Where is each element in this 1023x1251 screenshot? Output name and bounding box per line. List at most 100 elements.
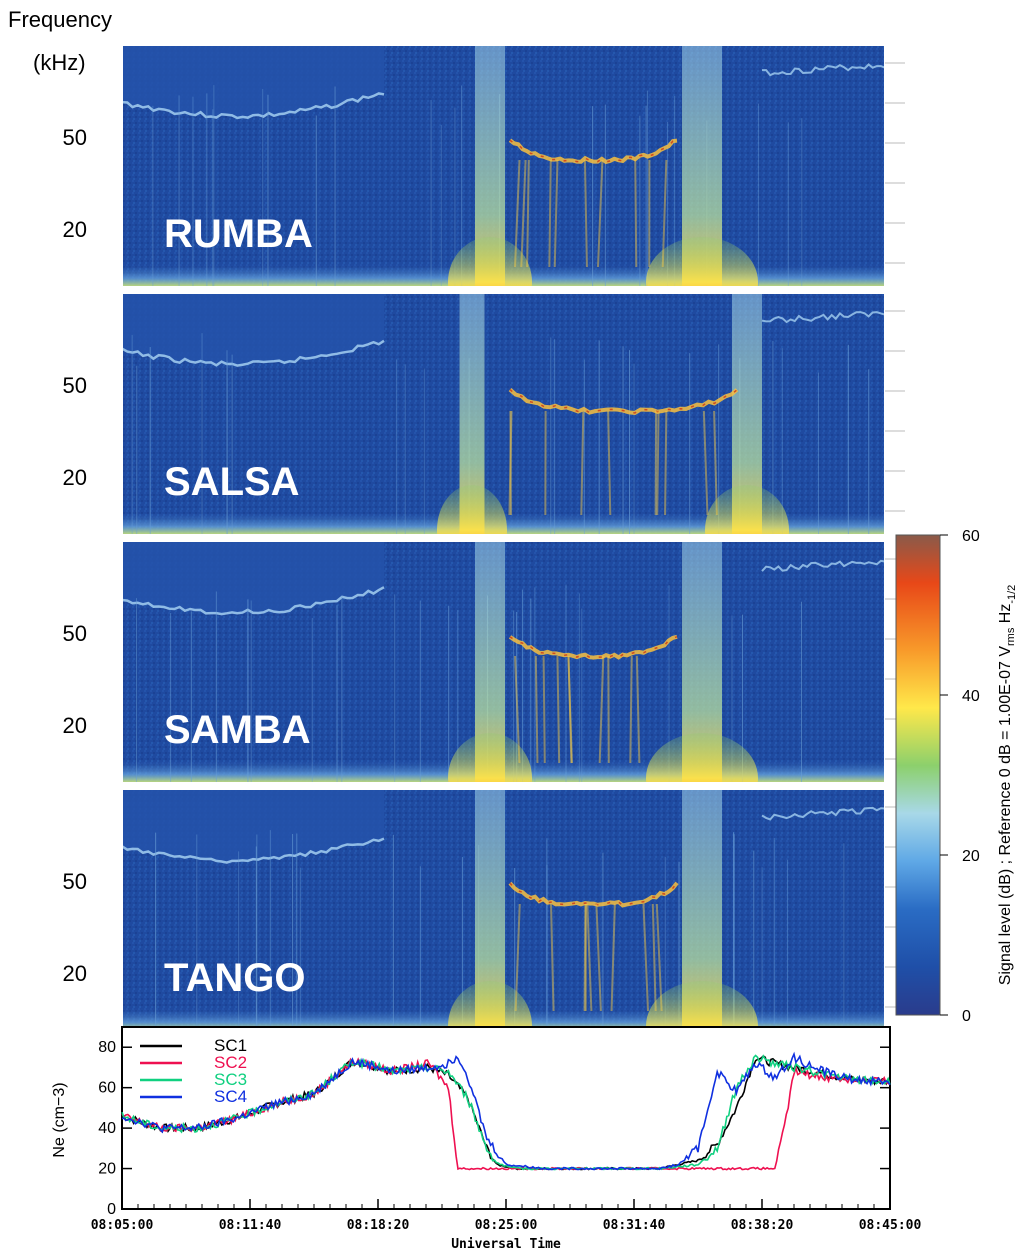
cavity-streak — [635, 655, 641, 764]
burst-base — [705, 485, 789, 535]
spectrogram-panels: 50 20 RUMBA 50 20 SALSA 50 20 SAMBA 50 20 TANGO — [63, 44, 905, 1032]
plasma-line-dots — [509, 388, 738, 414]
y-tick-label: 20 — [63, 217, 87, 242]
cavity-streak — [508, 410, 513, 516]
legend-label-sc4: SC4 — [214, 1087, 247, 1106]
colorbar-tick-label: 0 — [962, 1008, 971, 1025]
spacecraft-name: SALSA — [164, 460, 300, 504]
boundary-line — [122, 92, 385, 120]
ne-series-sc4 — [121, 1051, 891, 1171]
boundary-line-right — [761, 63, 885, 77]
spectrogram-panel-samba: 50 20 SAMBA — [63, 540, 905, 784]
cavity-streak — [586, 903, 593, 1012]
ne-series-sc3 — [121, 1054, 891, 1171]
ne-x-tick-label: 08:11:40 — [219, 1218, 282, 1233]
cavity-streak — [713, 410, 718, 516]
upper-region — [122, 789, 384, 863]
panel-frame — [121, 540, 886, 784]
burst-base — [646, 237, 758, 287]
y-tick-label: 50 — [63, 869, 87, 894]
cavity-streak — [596, 159, 604, 268]
cavity-streak — [534, 655, 539, 764]
cavity-streak — [553, 159, 559, 268]
boundary-line — [122, 339, 385, 367]
boundary-line-right — [761, 311, 885, 324]
ne-y-tick-label: 60 — [98, 1080, 116, 1097]
freq-axis-title: Frequency — [8, 7, 112, 32]
panel-content — [122, 789, 885, 1031]
cavity-streak — [567, 655, 573, 764]
ne-x-tick-label: 08:25:00 — [475, 1218, 538, 1233]
cavity-streak — [509, 410, 512, 516]
spacecraft-name: RUMBA — [164, 212, 313, 256]
cavity-streak — [514, 903, 521, 1012]
cavity-streak — [629, 655, 633, 764]
colorbar-tick-label: 60 — [962, 528, 980, 545]
panel-content — [122, 293, 885, 535]
cavity-streak — [634, 159, 638, 268]
cavity-streak — [610, 903, 616, 1012]
upper-region — [122, 541, 384, 615]
burst-base — [448, 981, 532, 1031]
spectrogram-panel-rumba: 50 20 RUMBA — [63, 44, 905, 288]
cavity-streak — [598, 655, 605, 764]
colorbar-tick-label: 20 — [962, 848, 980, 865]
boundary-line — [122, 586, 385, 616]
time-axis-label: Universal Time — [451, 1237, 561, 1251]
panel-frame — [121, 44, 886, 288]
panel-content — [122, 541, 885, 783]
cavity-streak — [580, 410, 585, 516]
ne-y-tick-label: 0 — [107, 1201, 116, 1218]
ne-x-tick-label: 08:38:20 — [731, 1218, 794, 1233]
cavity-streak — [583, 903, 587, 1012]
colorbar: 0 20 40 60 — [895, 528, 980, 1025]
freq-axis-unit: (kHz) — [33, 50, 86, 75]
cavity-streak — [542, 655, 546, 764]
burst-base — [437, 485, 507, 535]
colorbar-title: Signal level (dB) ; Reference 0 dB = 1.0… — [997, 585, 1018, 986]
burst-base — [646, 981, 758, 1031]
plasma-line — [508, 881, 679, 908]
cavity-streak — [664, 410, 668, 516]
y-tick-label: 50 — [63, 621, 87, 646]
cavity-streak — [514, 159, 521, 268]
boundary-line — [122, 837, 385, 864]
legend-label-sc1: SC1 — [214, 1036, 247, 1055]
ne-x-tick-label: 08:18:20 — [347, 1218, 410, 1233]
cavity-streak — [656, 410, 660, 516]
cavity-streak — [661, 159, 668, 268]
cavity-streak — [595, 903, 602, 1012]
upper-region — [122, 293, 384, 366]
plasma-line — [508, 634, 678, 660]
panel-content — [122, 45, 885, 287]
ne-x-tick-label: 08:31:40 — [603, 1218, 666, 1233]
ne-y-tick-label: 80 — [98, 1039, 116, 1056]
cavity-streak — [702, 410, 709, 516]
ne-axis-label: Ne (cm−3) — [51, 1082, 68, 1157]
cavity-streak — [655, 903, 663, 1012]
boundary-line-right — [761, 559, 885, 572]
y-tick-label: 20 — [63, 961, 87, 986]
y-tick-label: 20 — [63, 465, 87, 490]
cavity-streak — [520, 159, 527, 268]
y-tick-label: 50 — [63, 373, 87, 398]
ne-x-tick-label: 08:45:00 — [859, 1218, 922, 1233]
ne-line-plot: 0 20 40 60 80 08:05:00 08:11:40 08:18:20 08:25:0… — [91, 1026, 922, 1233]
legend-label-sc3: SC3 — [214, 1070, 247, 1089]
panel-frame — [121, 292, 886, 536]
ne-x-tick-label: 08:05:00 — [91, 1218, 154, 1233]
cavity-streak — [583, 159, 588, 268]
cavity-streak — [526, 159, 530, 268]
cavity-streak — [514, 655, 521, 764]
ne-y-tick-label: 40 — [98, 1120, 116, 1137]
spacecraft-name: TANGO — [164, 956, 305, 1000]
legend-label-sc2: SC2 — [214, 1053, 247, 1072]
plasma-line — [508, 138, 678, 165]
cavity-streak — [642, 903, 650, 1012]
cavity-streak — [548, 159, 552, 268]
boundary-line-right — [761, 806, 885, 821]
cavity-streak — [567, 655, 573, 764]
colorbar-title-group: Signal level (dB) ; Reference 0 dB = 1.0… — [997, 585, 1018, 986]
cavity-streak — [651, 903, 657, 1012]
